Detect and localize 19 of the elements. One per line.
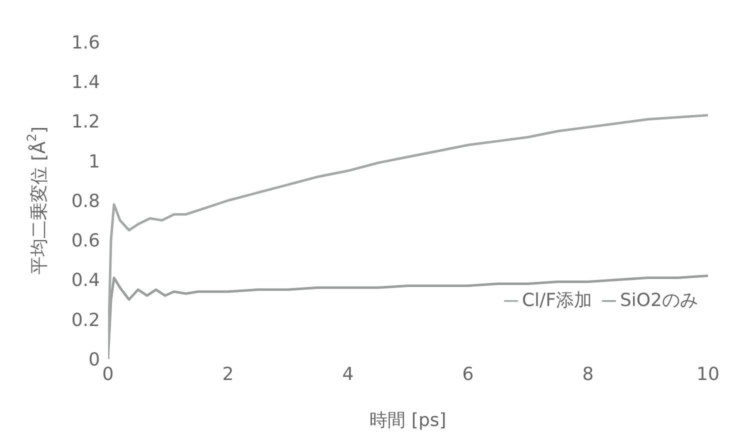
x-tick-label: 8: [582, 364, 594, 385]
legend-label: SiO2のみ: [620, 290, 698, 311]
x-tick-label: 6: [462, 364, 474, 385]
y-tick-label: 0: [88, 349, 100, 370]
y-tick-label: 0.2: [71, 310, 100, 331]
legend-label: Cl/F添加: [522, 290, 592, 311]
x-tick-label: 0: [102, 364, 114, 385]
y-tick-label: 1.2: [71, 112, 100, 133]
x-tick-label: 10: [696, 364, 720, 385]
y-tick-label: 0.4: [71, 270, 100, 292]
x-tick-label: 2: [222, 364, 234, 385]
x-axis-title: 時間 [ps]: [370, 410, 446, 431]
y-tick-label: 1.4: [71, 72, 100, 94]
x-tick-label: 4: [342, 364, 354, 385]
y-tick-label: 0.6: [71, 230, 100, 252]
y-tick-label: 1.6: [71, 32, 100, 54]
y-tick-label: 1: [88, 151, 100, 172]
line-series: [108, 114, 708, 359]
y-tick-label: 0.8: [71, 190, 100, 212]
